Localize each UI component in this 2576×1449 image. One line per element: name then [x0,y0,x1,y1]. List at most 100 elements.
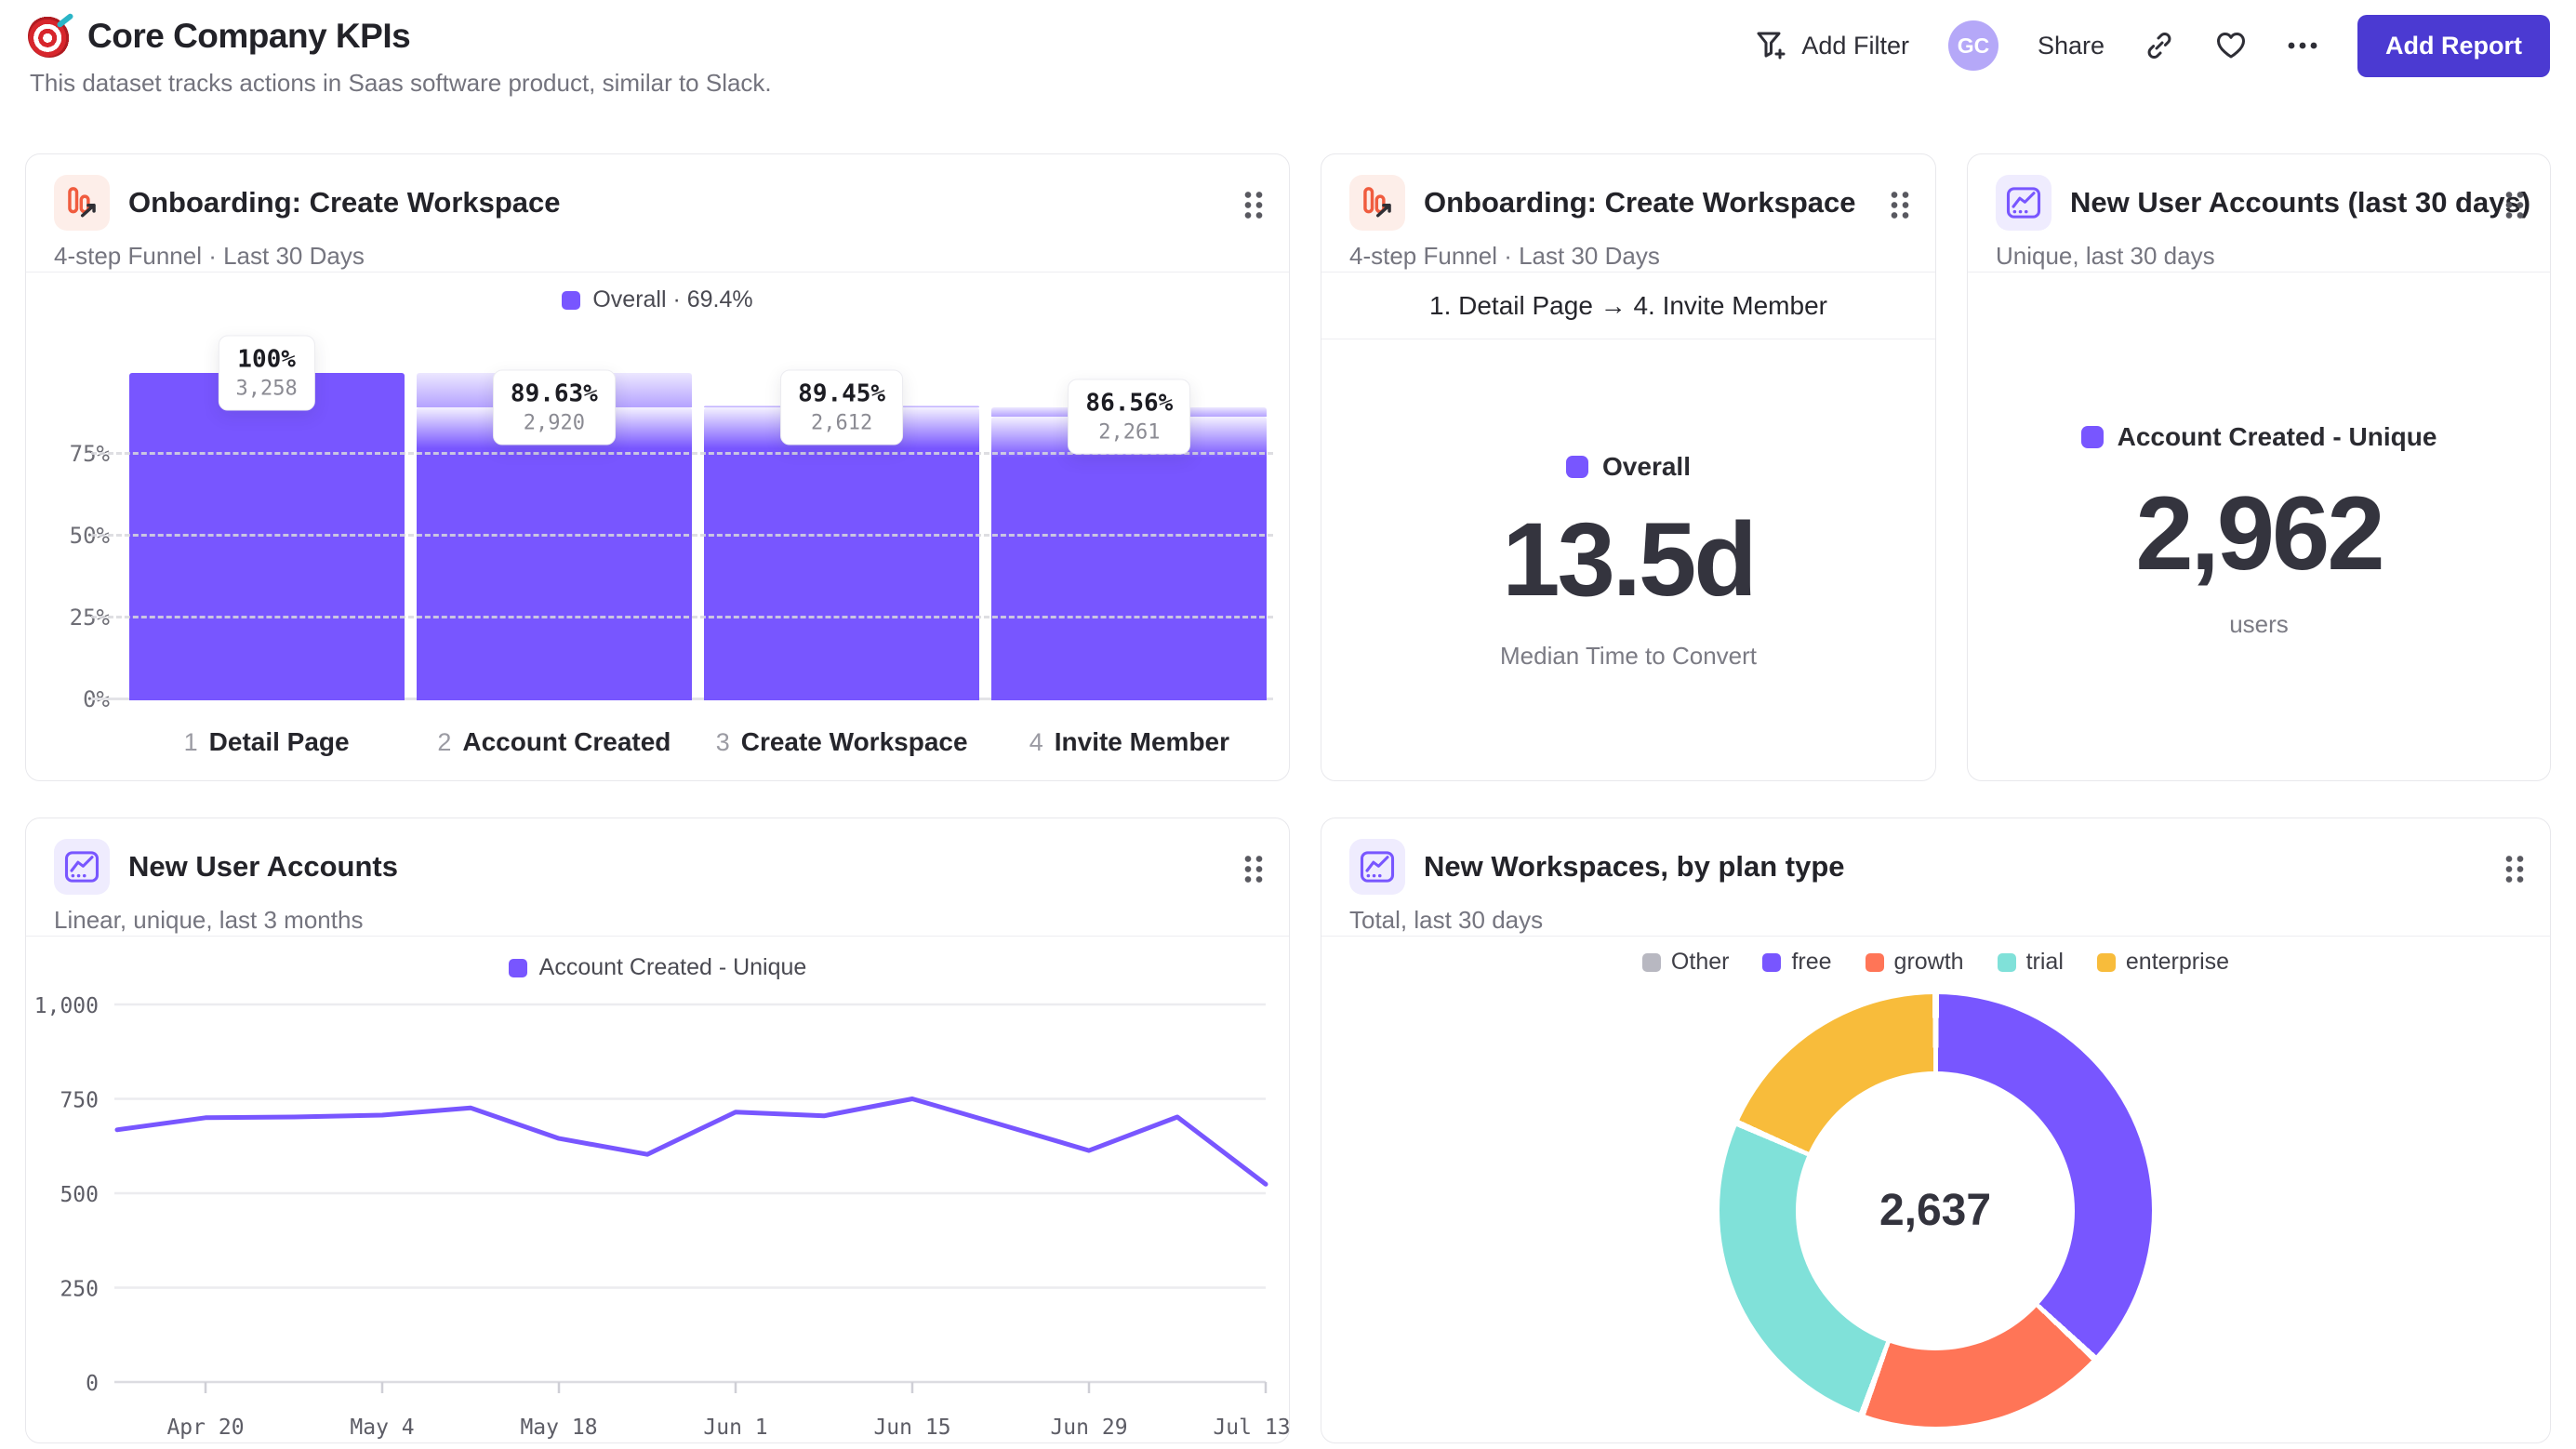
x-tick-label: Jul 13 [1213,1416,1290,1440]
card-title[interactable]: New User Accounts [128,850,398,883]
add-filter-button[interactable]: Add Filter [1755,30,1909,61]
legend-swatch [1641,952,1661,972]
funnel-pct-label: 100% [237,345,296,374]
legend-swatch [1865,952,1884,972]
x-tick-label: May 4 [350,1416,414,1440]
funnel-pct-label: 89.63% [510,379,598,407]
funnel-range-label: 1. Detail Page → 4. Invite Member [1321,273,1935,339]
funnel-bar[interactable] [704,407,980,700]
page-title: Core Company KPIs [87,17,411,55]
y-tick-label: 250 [60,1278,99,1302]
y-tick-label: 750 [60,1089,99,1113]
y-tick-label: 1,000 [34,995,99,1018]
step-number: 2 [437,728,452,756]
funnel-bar[interactable] [128,373,405,700]
card-subtitle: Total, last 30 days [1349,906,1544,934]
donut-legend-item[interactable]: free [1762,949,1832,976]
donut-legend-item[interactable]: growth [1865,949,1964,976]
header-actions: Add Filter GC Share Add Report [1755,14,2550,77]
card-subtitle: Unique, last 30 days [1996,242,2215,270]
stat-legend[interactable]: Account Created - Unique [1968,422,2550,452]
legend-swatch [562,290,581,310]
share-button[interactable]: Share [2038,32,2105,60]
funnel-value-tooltip: 89.63% 2,920 [492,369,616,445]
donut-legend-item[interactable]: trial [1997,949,2064,976]
more-options-button[interactable] [2287,41,2318,50]
card-workspaces-by-plan: New Workspaces, by plan type Total, last… [1321,818,2551,1443]
funnel-legend[interactable]: Overall · 69.4% [26,286,1289,313]
stat-caption: Median Time to Convert [1499,642,1757,670]
target-emoji-icon [28,15,71,58]
line-chart-report-icon [1996,175,2052,231]
share-label: Share [2037,31,2105,60]
legend-label: trial [2025,949,2064,975]
donut-legend-item[interactable]: enterprise [2096,949,2229,976]
donut-chart[interactable]: 2,637 [1719,994,2152,1427]
funnel-gridline [91,452,1273,455]
step-name: Create Workspace [740,727,968,756]
funnel-bar[interactable] [416,406,692,700]
step-number: 4 [1029,728,1043,756]
y-tick-label: 500 [60,1183,99,1207]
card-new-user-accounts-30d: New User Accounts (last 30 days) Unique,… [1967,153,2551,781]
filter-plus-icon [1757,32,1786,60]
x-tick-label: Jun 29 [1050,1416,1127,1440]
legend-swatch [2096,952,2116,972]
funnel-step-label: 1 Detail Page [123,727,410,757]
x-tick-label: Jun 1 [703,1416,767,1440]
trend-line [114,1097,1268,1187]
donut-legend-item[interactable]: Other [1641,949,1730,976]
add-report-button[interactable]: Add Report [2357,14,2550,77]
heart-icon [2217,33,2246,59]
stat-legend[interactable]: Overall [1321,452,1935,482]
funnel-count-label: 2,920 [523,411,585,434]
median-time-value: 13.5d [1502,501,1757,618]
x-tick-label: May 18 [520,1416,597,1440]
card-title[interactable]: New Workspaces, by plan type [1424,850,1845,883]
funnel-y-axis: 0% 25% 50% 75% [41,373,110,712]
funnel-value-tooltip: 89.45% 2,612 [780,369,904,445]
link-icon [2147,32,2171,60]
step-name: Detail Page [208,727,350,756]
card-drag-handle[interactable] [2503,190,2526,220]
funnel-step-labels: 1 Detail Page 2 Account Created 3 Create Work… [123,727,1273,757]
favorite-button[interactable] [2214,30,2248,61]
card-subtitle: 4-step Funnel · Last 30 Days [54,242,365,270]
x-tick-label: Jun 15 [873,1416,950,1440]
card-title[interactable]: New User Accounts (last 30 days) [2070,186,2531,219]
legend-label: Other [1670,949,1730,975]
add-filter-label: Add Filter [1801,31,1909,60]
step-number: 1 [183,728,198,756]
copy-link-button[interactable] [2144,30,2175,61]
line-chart-report-icon [1349,839,1405,895]
card-subtitle: 4-step Funnel · Last 30 Days [1349,242,1660,270]
card-title[interactable]: Onboarding: Create Workspace [1424,186,1856,219]
card-drag-handle[interactable] [2503,854,2526,884]
legend-swatch [2080,426,2104,448]
legend-label: free [1791,949,1832,975]
avatar[interactable]: GC [1947,20,1998,71]
funnel-value-tooltip: 86.56% 2,261 [1068,379,1191,455]
card-drag-handle[interactable] [1889,190,1911,220]
legend-swatch [1997,952,2016,972]
funnel-count-label: 2,261 [1098,420,1161,445]
line-chart[interactable]: 0 250 500 750 1,000 Apr 20 May 4 May 18 Jun 1 Jun… [26,995,1291,1449]
line-legend[interactable]: Account Created - Unique [26,954,1289,981]
card-drag-handle[interactable] [1242,190,1265,220]
new-users-value: 2,962 [2135,475,2384,592]
funnel-step-label: 2 Account Created [410,727,697,757]
funnel-bar[interactable] [991,417,1268,700]
step-name: Invite Member [1054,727,1230,756]
funnel-step-label: 4 Invite Member [986,727,1273,757]
card-title[interactable]: Onboarding: Create Workspace [128,186,561,219]
funnel-gridline [91,534,1273,537]
funnel-chart[interactable]: 100% 3,258 89.63% 2,920 89.45% 2,612 86.56% 2,2… [91,335,1273,700]
donut-center: 2,637 [1796,1070,2075,1350]
page-description: This dataset tracks actions in Saas soft… [30,69,772,97]
step-number: 3 [715,728,730,756]
funnel-report-icon [54,175,110,231]
card-drag-handle[interactable] [1242,854,1265,884]
y-tick-label: 0 [86,1372,99,1396]
legend-swatch [1566,456,1589,478]
